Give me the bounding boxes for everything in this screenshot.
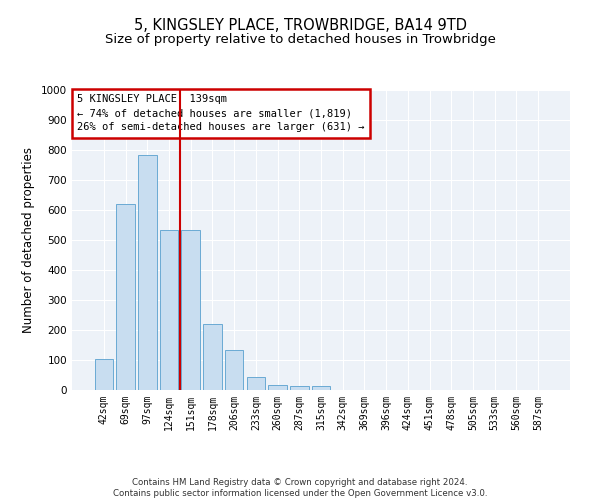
Bar [138, 154, 157, 390]
Bar [312, 386, 330, 390]
Bar [95, 360, 113, 390]
Text: Contains HM Land Registry data © Crown copyright and database right 2024.
Contai: Contains HM Land Registry data © Crown c… [113, 478, 487, 498]
Text: 5, KINGSLEY PLACE, TROWBRIDGE, BA14 9TD: 5, KINGSLEY PLACE, TROWBRIDGE, BA14 9TD [133, 18, 467, 32]
Bar [268, 384, 287, 390]
Y-axis label: Number of detached properties: Number of detached properties [22, 147, 35, 333]
Bar [116, 204, 135, 390]
Bar [160, 230, 178, 390]
Bar [225, 350, 244, 390]
Bar [203, 324, 221, 390]
Text: 5 KINGSLEY PLACE: 139sqm
← 74% of detached houses are smaller (1,819)
26% of sem: 5 KINGSLEY PLACE: 139sqm ← 74% of detach… [77, 94, 364, 132]
Text: Size of property relative to detached houses in Trowbridge: Size of property relative to detached ho… [104, 32, 496, 46]
Bar [181, 230, 200, 390]
Bar [290, 386, 308, 390]
Bar [247, 376, 265, 390]
